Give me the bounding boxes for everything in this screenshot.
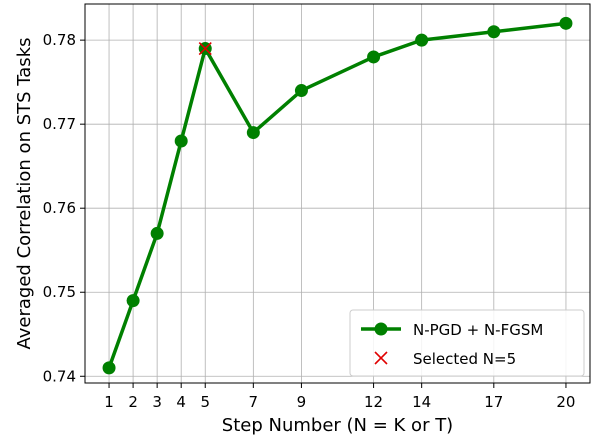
x-tick-label: 20 [556,393,575,411]
plot-frame [84,3,591,384]
data-point [150,226,164,240]
legend-label-selected: Selected N=5 [413,350,516,368]
x-tick-label: 3 [152,393,162,411]
x-axis-title: Step Number (N = K or T) [222,415,453,436]
axis-ticks: 1 2 3 4 5 7 9 12 14 17 200.740.750.760.770.78 [43,31,576,411]
legend-x-swatch [374,351,388,365]
data-point [487,25,501,39]
legend: N-PGD + N-FGSM Selected N=5 [349,309,585,377]
data-point [367,50,381,64]
x-tick-label: 5 [200,393,210,411]
data-point [559,16,573,30]
x-marker-stroke [374,351,388,365]
x-tick-label: 1 [104,393,114,411]
data-point [294,84,308,98]
x-marker-stroke [198,41,212,56]
y-tick-label: 0.78 [43,31,76,49]
data-point [174,134,188,148]
x-tick-label: 17 [484,393,503,411]
grid-lines [85,4,590,383]
highlight-layer [198,41,212,56]
legend-label-series: N-PGD + N-FGSM [413,321,543,339]
series-layer [102,16,573,375]
data-point [246,126,260,140]
x-tick-label: 14 [412,393,431,411]
x-tick-label: 12 [364,393,383,411]
x-tick-label: 7 [249,393,259,411]
y-tick-label: 0.75 [43,283,76,301]
data-point [102,361,116,375]
legend-marker-swatch [374,322,388,336]
data-point [415,33,429,47]
y-axis-title: Averaged Correlation on STS Tasks [14,38,35,350]
x-tick-label: 2 [128,393,138,411]
data-point [126,294,140,308]
x-tick-label: 9 [297,393,307,411]
y-tick-label: 0.76 [43,199,76,217]
y-tick-label: 0.74 [43,367,76,385]
selected-point-marker [198,41,212,56]
legend-box [349,309,585,377]
x-tick-label: 4 [176,393,186,411]
y-tick-label: 0.77 [43,115,76,133]
